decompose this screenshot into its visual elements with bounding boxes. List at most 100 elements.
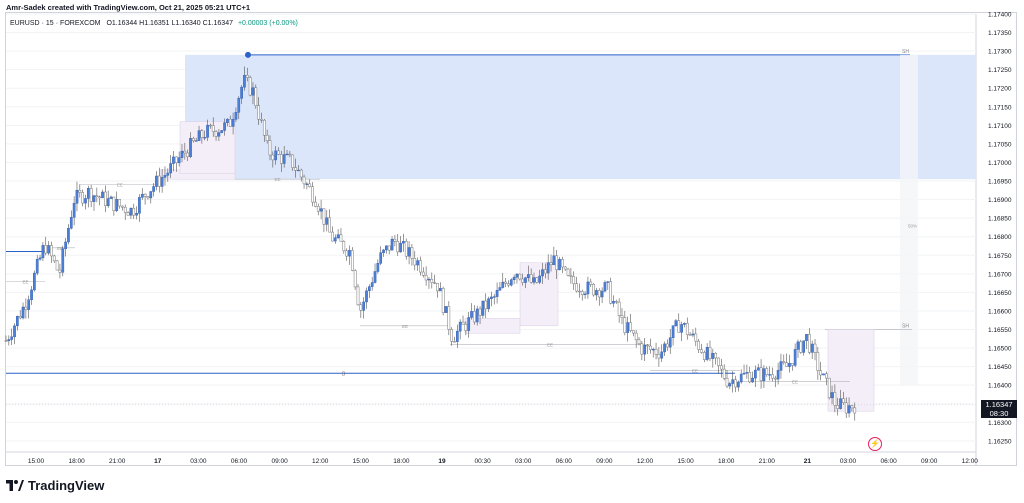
candle-body[interactable] xyxy=(288,153,292,156)
candle-body[interactable] xyxy=(719,365,723,370)
candle-body[interactable] xyxy=(853,407,857,414)
candle-body[interactable] xyxy=(387,245,391,251)
candle-body[interactable] xyxy=(776,370,780,380)
candle-body[interactable] xyxy=(101,191,104,199)
supply-zone[interactable] xyxy=(185,54,976,180)
candle-body[interactable] xyxy=(595,290,598,296)
candle-body[interactable] xyxy=(458,321,462,332)
candle-body[interactable] xyxy=(359,304,363,311)
candle-body[interactable] xyxy=(807,334,811,353)
candle-body[interactable] xyxy=(666,343,669,348)
candle-body[interactable] xyxy=(35,258,39,274)
candle-body[interactable] xyxy=(4,340,8,342)
candle-body[interactable] xyxy=(436,282,439,292)
candle-body[interactable] xyxy=(552,255,556,266)
candle-body[interactable] xyxy=(50,245,53,257)
candle-body[interactable] xyxy=(475,308,479,323)
candle-body[interactable] xyxy=(626,322,630,333)
candle-body[interactable] xyxy=(376,263,380,272)
candle-body[interactable] xyxy=(773,377,777,380)
candle-body[interactable] xyxy=(561,259,564,268)
candle-body[interactable] xyxy=(677,320,681,333)
candle-body[interactable] xyxy=(438,288,442,292)
candle-body[interactable] xyxy=(612,301,615,304)
candle-body[interactable] xyxy=(27,299,31,310)
candle-body[interactable] xyxy=(393,238,397,242)
candle-body[interactable] xyxy=(41,245,45,259)
candle-body[interactable] xyxy=(75,189,79,204)
candle-body[interactable] xyxy=(660,351,664,359)
candle-body[interactable] xyxy=(566,268,570,276)
candle-body[interactable] xyxy=(833,392,837,406)
candle-body[interactable] xyxy=(92,195,96,202)
candle-body[interactable] xyxy=(294,167,297,171)
candle-body[interactable] xyxy=(819,370,823,376)
candle-body[interactable] xyxy=(174,156,178,164)
candle-body[interactable] xyxy=(575,283,578,292)
candle-body[interactable] xyxy=(143,193,147,197)
candle-body[interactable] xyxy=(430,278,434,283)
candle-body[interactable] xyxy=(825,373,828,379)
candle-body[interactable] xyxy=(563,266,567,270)
candle-body[interactable] xyxy=(95,195,99,198)
candle-body[interactable] xyxy=(728,383,732,387)
candle-body[interactable] xyxy=(674,320,678,326)
candle-body[interactable] xyxy=(427,278,431,281)
candle-body[interactable] xyxy=(146,196,150,199)
candle-body[interactable] xyxy=(52,255,56,262)
candle-body[interactable] xyxy=(623,317,627,333)
candle-body[interactable] xyxy=(282,154,286,164)
candle-body[interactable] xyxy=(44,245,48,254)
candle-body[interactable] xyxy=(813,343,817,353)
candle-body[interactable] xyxy=(850,405,854,409)
candle-body[interactable] xyxy=(796,341,800,350)
candle-body[interactable] xyxy=(444,306,448,313)
candle-body[interactable] xyxy=(200,130,204,138)
candle-body[interactable] xyxy=(549,262,553,266)
candle-body[interactable] xyxy=(308,183,312,187)
candle-body[interactable] xyxy=(86,188,90,199)
candle-body[interactable] xyxy=(518,273,522,280)
candle-body[interactable] xyxy=(827,377,831,399)
candle-body[interactable] xyxy=(524,277,527,283)
candle-body[interactable] xyxy=(69,217,73,229)
candle-body[interactable] xyxy=(339,234,343,242)
candle-body[interactable] xyxy=(455,330,459,342)
candle-body[interactable] xyxy=(155,175,158,187)
candle-body[interactable] xyxy=(257,105,260,120)
candle-body[interactable] xyxy=(711,353,715,359)
candle-body[interactable] xyxy=(802,340,806,353)
candle-body[interactable] xyxy=(640,343,644,355)
candle-body[interactable] xyxy=(498,287,502,291)
candle-body[interactable] xyxy=(478,308,482,316)
candle-body[interactable] xyxy=(240,86,243,99)
candle-body[interactable] xyxy=(467,317,471,331)
candle-body[interactable] xyxy=(362,301,366,311)
candle-body[interactable] xyxy=(484,300,488,310)
fvg-box[interactable] xyxy=(519,262,559,327)
candle-body[interactable] xyxy=(299,169,303,178)
candle-body[interactable] xyxy=(214,131,218,137)
candle-body[interactable] xyxy=(697,340,700,350)
candle-body[interactable] xyxy=(700,349,703,353)
candle-body[interactable] xyxy=(89,188,93,202)
candle-body[interactable] xyxy=(785,362,788,367)
candle-body[interactable] xyxy=(501,281,505,288)
candle-body[interactable] xyxy=(322,208,326,225)
candle-body[interactable] xyxy=(529,274,533,283)
candle-body[interactable] xyxy=(81,192,84,204)
candle-body[interactable] xyxy=(55,260,59,271)
candle-body[interactable] xyxy=(603,282,607,292)
candle-body[interactable] xyxy=(614,301,618,303)
candle-body[interactable] xyxy=(67,227,70,243)
candle-body[interactable] xyxy=(109,196,113,199)
candle-body[interactable] xyxy=(183,150,187,154)
candle-body[interactable] xyxy=(254,87,258,106)
candle-body[interactable] xyxy=(163,175,167,178)
candle-body[interactable] xyxy=(33,272,36,291)
symbol-interval[interactable]: 15 xyxy=(45,20,54,27)
swing-high-marker[interactable] xyxy=(245,51,251,58)
candle-body[interactable] xyxy=(112,196,116,211)
candle-body[interactable] xyxy=(404,241,408,257)
candle-body[interactable] xyxy=(413,258,417,266)
